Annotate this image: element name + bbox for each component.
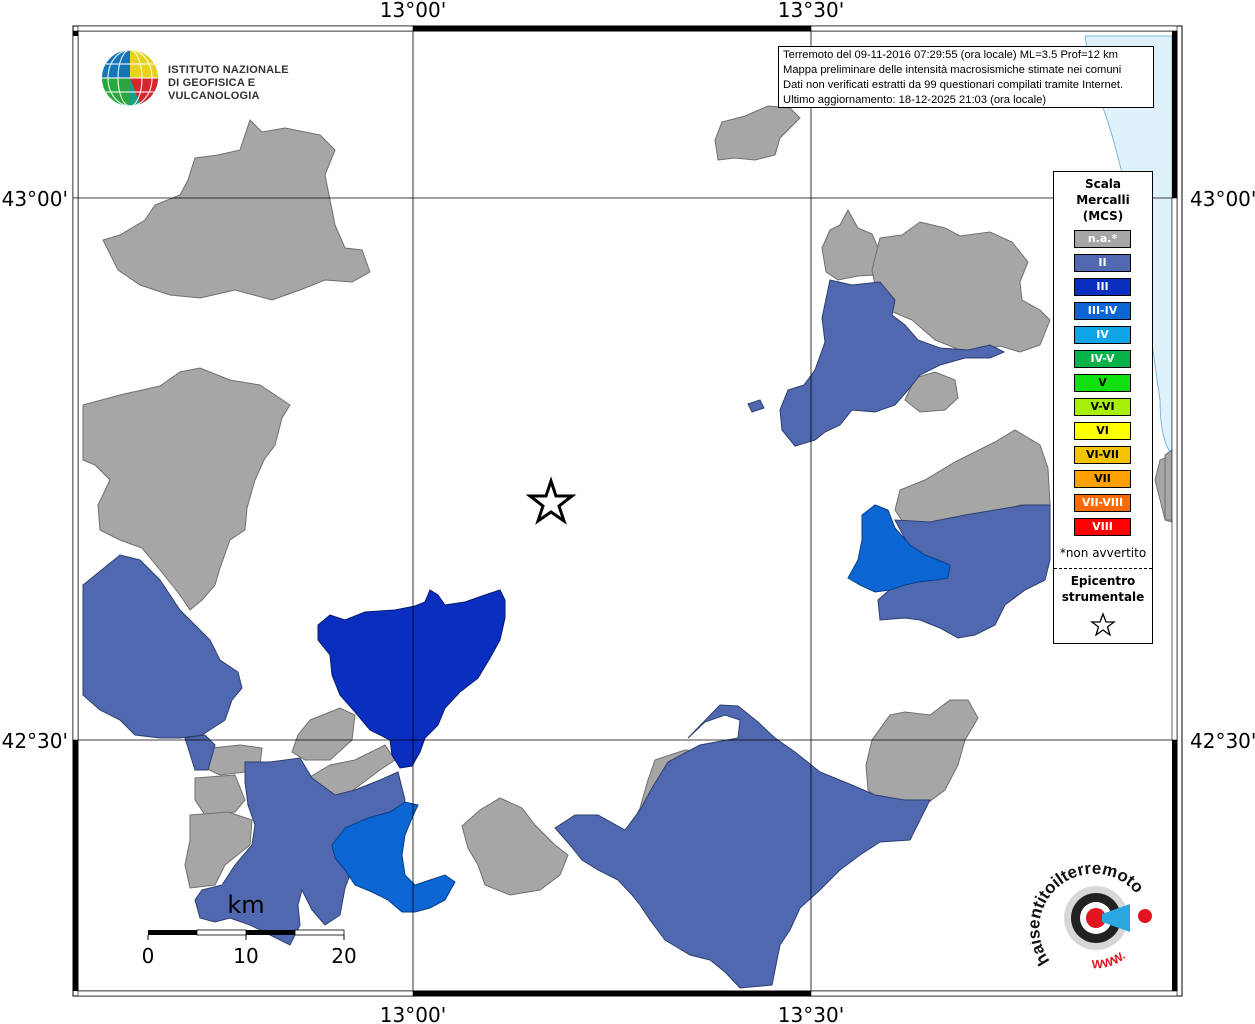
legend-title-line1: Scala xyxy=(1084,177,1122,191)
haisentito-logo: haisentitoilterremoto.it WWW. xyxy=(1030,856,1152,972)
mcs-legend: Scala Mercalli (MCS) n.a.* II III III-IV IV I… xyxy=(1053,171,1153,644)
scale-bar: km 0 10 20 xyxy=(142,891,357,968)
hsit-badge-icon xyxy=(1138,909,1152,923)
coord-right-top: 43°00' xyxy=(1190,187,1255,211)
scale-tick-0: 0 xyxy=(142,944,155,968)
legend-item: VII xyxy=(1074,470,1131,488)
event-info-box: Terremoto del 09-11-2016 07:29:55 (ora l… xyxy=(778,46,1154,108)
legend-title-line3: (MCS) xyxy=(1082,209,1124,223)
map-frame xyxy=(72,25,1183,997)
legend-item: IV-V xyxy=(1074,350,1131,368)
municipalities-iii-iv xyxy=(331,504,951,913)
info-line-4: Ultimo aggiornamento: 18-12-2025 21:03 (… xyxy=(783,94,1047,106)
scale-unit: km xyxy=(227,891,264,919)
scale-tick-20: 20 xyxy=(331,944,356,968)
legend-item: VI xyxy=(1074,422,1131,440)
scale-tick-10: 10 xyxy=(233,944,258,968)
info-line-1: Terremoto del 09-11-2016 07:29:55 (ora l… xyxy=(783,49,1118,61)
legend-item: n.a.* xyxy=(1074,230,1131,248)
legend-title: Scala Mercalli (MCS) xyxy=(1054,176,1152,224)
legend-item: III-IV xyxy=(1074,302,1131,320)
legend-item: V-VI xyxy=(1074,398,1131,416)
ingv-logo-line2: DI GEOFISICA E VULCANOLOGIA xyxy=(168,77,260,102)
ingv-logo: ISTITUTO NAZIONALE DI GEOFISICA E VULCAN… xyxy=(100,48,330,110)
coord-right-bottom: 42°30' xyxy=(1190,729,1255,753)
legend-epi-line1: Epicentro xyxy=(1070,574,1136,588)
epicenter-star-icon[interactable] xyxy=(525,476,577,525)
ingv-globe-icon xyxy=(102,49,158,107)
legend-note: *non avvertito xyxy=(1059,546,1147,560)
legend-separator xyxy=(1054,568,1152,569)
hsit-wave-icon xyxy=(1102,904,1130,932)
coord-top-left: 13°00' xyxy=(380,0,446,22)
coord-left-bottom: 42°30' xyxy=(2,729,68,753)
municipalities-ii xyxy=(82,279,1051,989)
coord-bottom-left: 13°00' xyxy=(380,1003,446,1024)
municipalities-iii xyxy=(317,589,506,769)
hsit-www: WWW. xyxy=(1092,949,1128,972)
coord-left-top: 43°00' xyxy=(2,187,68,211)
coord-top-right: 13°30' xyxy=(778,0,844,22)
legend-epicenter-label: Epicentro strumentale xyxy=(1054,573,1152,605)
legend-item: III xyxy=(1074,278,1131,296)
info-line-2: Mappa preliminare delle intensità macros… xyxy=(783,64,1122,76)
hsit-red-center xyxy=(1086,908,1106,928)
ingv-logo-line1: ISTITUTO NAZIONALE xyxy=(168,64,289,76)
legend-item: V xyxy=(1074,374,1131,392)
coord-bottom-right: 13°30' xyxy=(778,1003,844,1024)
legend-item: II xyxy=(1074,254,1131,272)
grid xyxy=(78,31,1177,991)
legend-item: IV xyxy=(1074,326,1131,344)
legend-item: VIII xyxy=(1074,518,1131,536)
legend-item: VII-VIII xyxy=(1074,494,1131,512)
legend-item: VI-VII xyxy=(1074,446,1131,464)
legend-star-icon xyxy=(1090,612,1116,636)
legend-title-line2: Mercalli xyxy=(1076,193,1130,207)
legend-epi-line2: strumentale xyxy=(1061,590,1145,604)
info-line-3: Dati non verificati estratti da 99 quest… xyxy=(783,79,1124,91)
